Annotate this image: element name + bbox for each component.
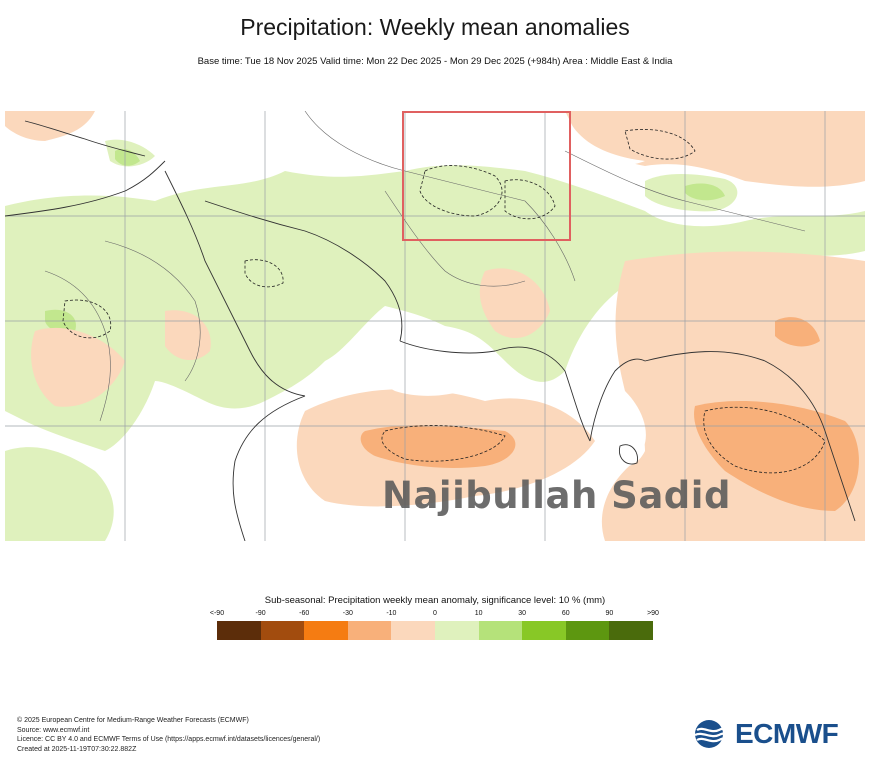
legend-tick: -30: [342, 610, 353, 617]
moderate-negative-areas: [360, 317, 859, 511]
footer-source: Source: www.ecmwf.int: [17, 726, 90, 734]
legend-swatch: [391, 621, 435, 640]
legend-swatch: [217, 621, 261, 640]
legend-swatch: [347, 621, 392, 640]
legend-color-bar: [217, 621, 653, 640]
legend-tick: <-90: [209, 610, 225, 617]
legend-ticks: <-90 -90 -60 -30 -10 0 10 30 60 90 >90: [210, 610, 659, 620]
legend-swatch: [260, 621, 305, 640]
legend-tick: >90: [647, 610, 659, 617]
legend-tick: 30: [518, 610, 527, 617]
neutral-areas: [368, 111, 645, 467]
significance-contours: [62, 129, 826, 474]
legend-title: Sub-seasonal: Precipitation weekly mean …: [264, 595, 606, 606]
map-title: Precipitation: Weekly mean anomalies: [240, 14, 630, 40]
legend-tick: -60: [299, 610, 310, 617]
country-borders: [44, 111, 806, 422]
legend-tick: 10: [474, 610, 483, 617]
legend-tick: -90: [255, 610, 266, 617]
highlight-region-box: [402, 111, 571, 241]
watermark-text: Najibullah Sadid: [382, 474, 731, 517]
legend-tick: -10: [386, 610, 397, 617]
precipitation-map: [5, 111, 865, 541]
footer-credits: © 2025 European Centre for Medium-Range …: [17, 716, 320, 754]
legend-tick: 60: [561, 610, 570, 617]
legend-tick: 0: [433, 610, 437, 617]
legend-swatch: [434, 621, 479, 640]
footer-created: Created at 2025-11-19T07:30:22.882Z: [17, 745, 137, 753]
legend-tick: 90: [605, 610, 614, 617]
coastlines: [5, 120, 856, 541]
footer-copyright: © 2025 European Centre for Medium-Range …: [17, 717, 249, 724]
legend-swatch: [565, 621, 610, 640]
graticule: [5, 111, 865, 541]
footer-licence: Licence: CC BY 4.0 and ECMWF Terms of Us…: [17, 736, 321, 743]
ecmwf-logo-icon: [694, 720, 730, 748]
map-canvas: [5, 111, 865, 541]
legend-swatch: [478, 621, 523, 640]
legend-swatch: [304, 621, 348, 640]
ecmwf-logo-text: ECMWF: [735, 718, 839, 749]
ecmwf-logo: ECMWF: [691, 716, 861, 752]
legend-swatch: [522, 621, 566, 640]
legend-swatch: [609, 621, 653, 640]
map-subtitle: Base time: Tue 18 Nov 2025 Valid time: M…: [197, 56, 673, 67]
